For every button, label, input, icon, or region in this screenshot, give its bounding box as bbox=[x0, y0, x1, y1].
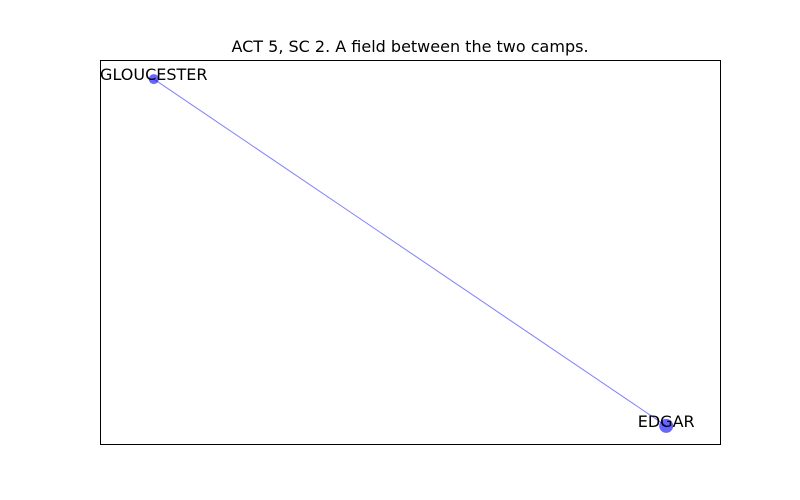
labels-layer: GLOUCESTER EDGAR bbox=[100, 65, 695, 431]
chart-title: ACT 5, SC 2. A field between the two cam… bbox=[231, 37, 588, 56]
nodes-layer bbox=[148, 74, 674, 433]
edge-gloucester-edgar bbox=[153, 78, 667, 427]
node-edgar bbox=[659, 418, 674, 433]
edges-layer bbox=[153, 78, 667, 427]
node-gloucester bbox=[148, 74, 159, 85]
plot-frame bbox=[100, 60, 721, 445]
node-label-edgar: EDGAR bbox=[638, 412, 695, 431]
node-label-gloucester: GLOUCESTER bbox=[100, 65, 207, 84]
